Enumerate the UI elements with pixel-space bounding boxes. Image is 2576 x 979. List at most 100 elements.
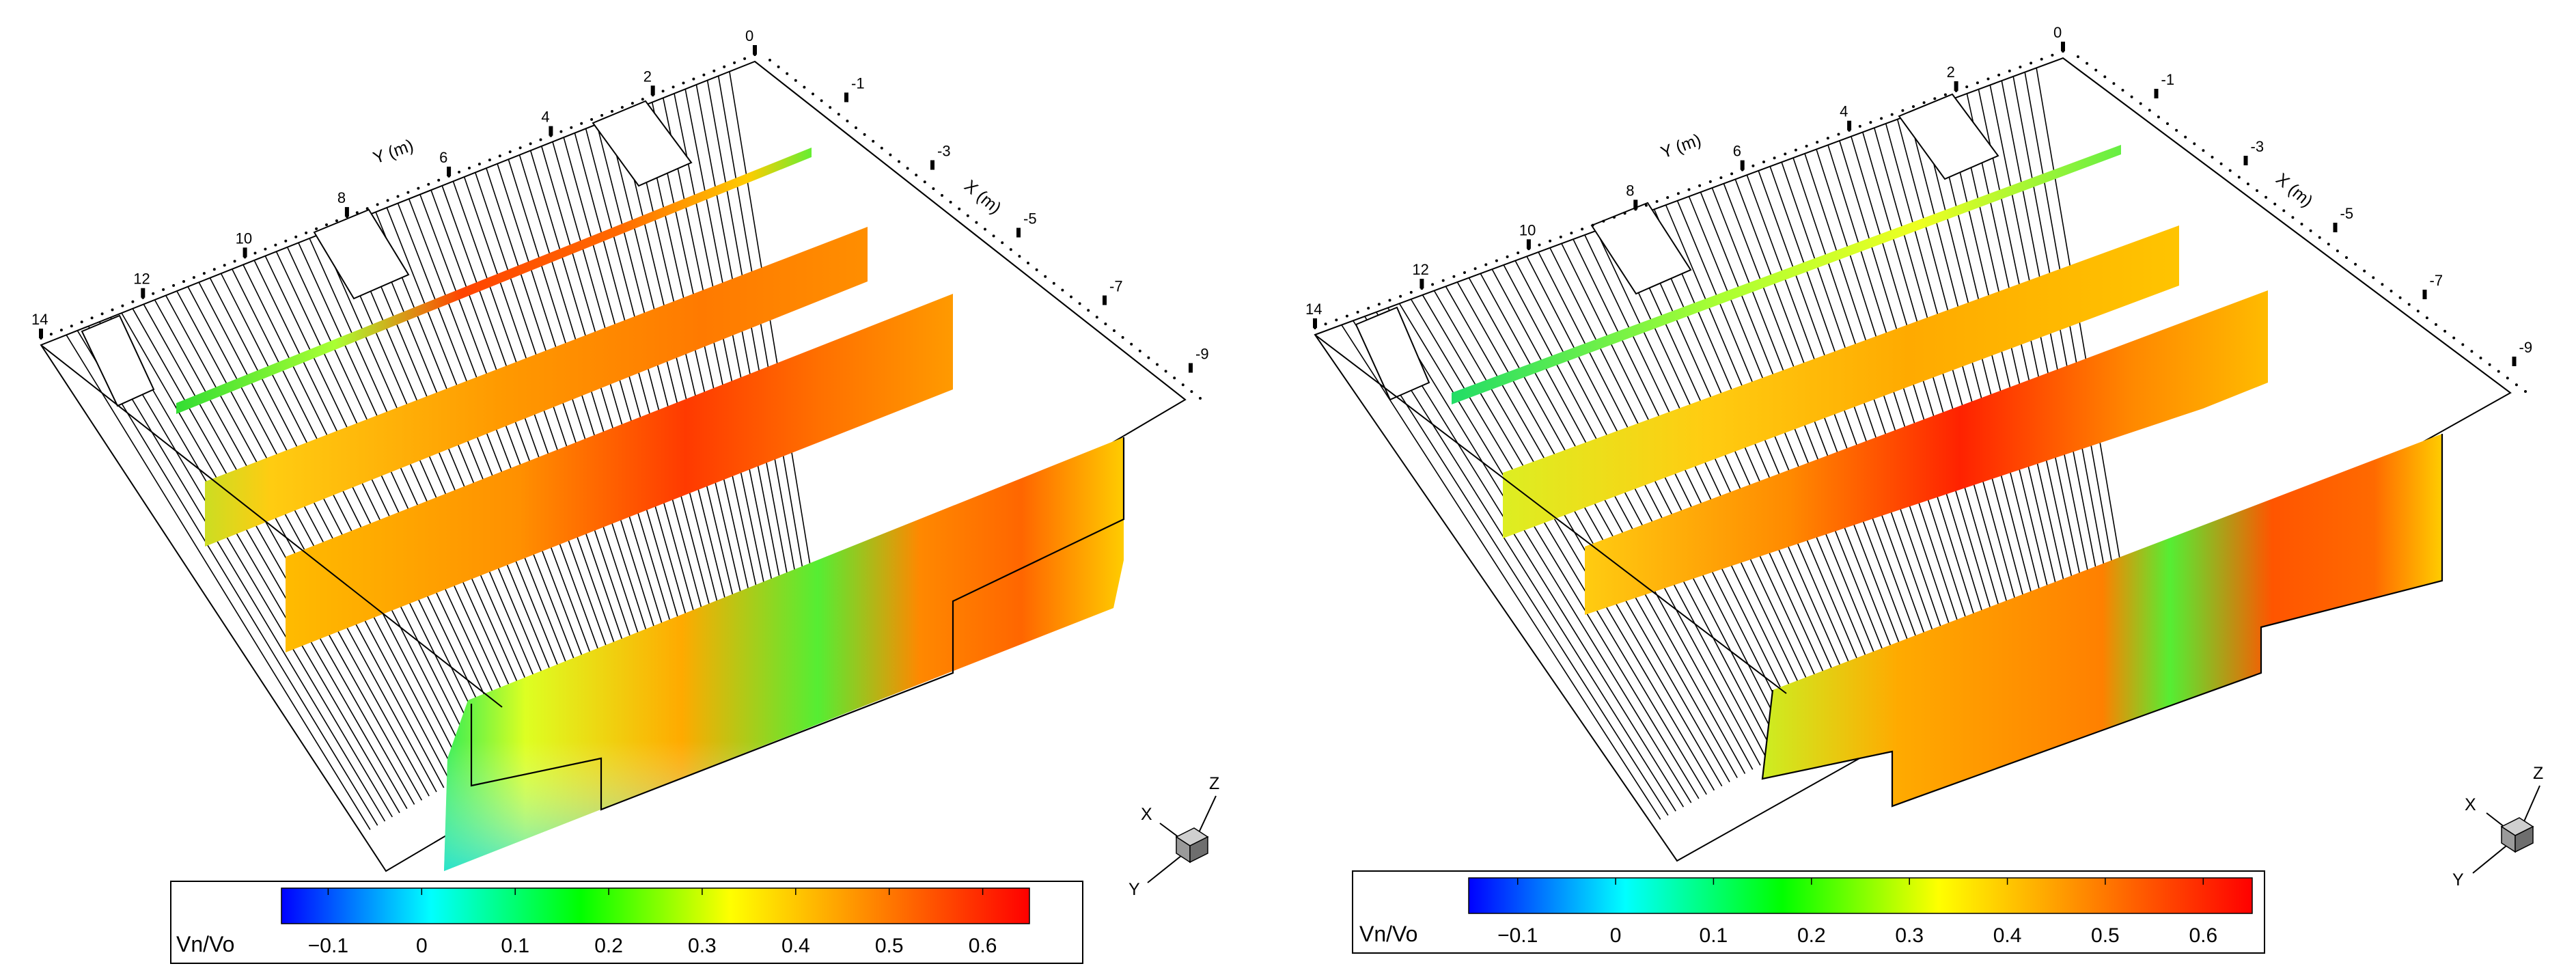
y-minor-tick [2008, 69, 2011, 72]
x-minor-tick [975, 221, 978, 224]
y-major-tick [243, 247, 247, 258]
y-major-tick [1740, 160, 1745, 170]
colorbar-tick-label: 0.4 [781, 935, 810, 957]
y-minor-tick [264, 247, 267, 251]
grid-stripe [165, 295, 437, 792]
y-minor-tick [1591, 223, 1594, 227]
x-minor-tick [966, 214, 969, 217]
grid-stripe [563, 137, 702, 642]
x-minor-tick [880, 146, 883, 150]
colorbar-gradient [1468, 877, 2253, 914]
grid-stripe [529, 150, 680, 654]
grid-stripe [585, 128, 717, 633]
y-minor-tick [1784, 152, 1787, 156]
triad-x-label: X [2465, 795, 2476, 814]
y-major-tick [753, 45, 757, 55]
y-tick-label: 0 [2053, 24, 2062, 41]
contour-plane-1 [176, 148, 812, 414]
y-minor-tick [1538, 243, 1541, 247]
colorbar-tick-label: −0.1 [1497, 924, 1538, 947]
grid-stripe [1734, 179, 1922, 678]
y-minor-tick [1816, 141, 1819, 144]
grid-stripe [1920, 110, 2046, 612]
grid-stripe [342, 225, 555, 726]
colorbar-title: Vn/Vo [176, 932, 234, 956]
contour-plane-2 [1503, 225, 2179, 538]
y-minor-tick [1377, 303, 1381, 306]
y-minor-tick [427, 182, 430, 186]
panel-left: 0 2 4 6 8 10 12 14 Y (m) -1 -3 -5 -7 -9 X (m) Z X Y… [31, 27, 1219, 964]
grid-stripe [1885, 123, 2023, 624]
x-tick-label: -5 [1023, 210, 1037, 227]
x-minor-tick [1138, 349, 1141, 353]
triad-y-label: Y [2452, 870, 2464, 890]
grid-stripe [286, 247, 518, 746]
y-minor-tick [1794, 148, 1797, 152]
x-minor-tick [2193, 142, 2196, 146]
x-minor-tick [2309, 229, 2312, 232]
opening [592, 100, 693, 187]
x-minor-tick [2345, 256, 2348, 259]
y-minor-tick [1409, 290, 1413, 294]
y-minor-tick [1933, 97, 1937, 100]
opening [313, 208, 410, 300]
x-major-tick [930, 160, 934, 170]
y-minor-tick [1666, 196, 1670, 199]
y-minor-tick [152, 292, 155, 295]
colorbar-tick-label: 0 [1610, 924, 1622, 947]
y-minor-tick [1730, 172, 1734, 176]
y-minor-tick [1623, 212, 1626, 215]
contour-plane-4 [1762, 434, 2442, 806]
grid-stripe [706, 80, 799, 587]
x-minor-tick [1044, 275, 1047, 278]
grid-stripe [1456, 281, 1738, 778]
grid-stripe [1468, 277, 1746, 774]
x-minor-tick [2175, 128, 2178, 132]
x-minor-tick [812, 92, 814, 96]
x-minor-tick [898, 160, 900, 163]
y-minor-tick [274, 243, 277, 247]
y-minor-tick [631, 102, 634, 105]
grid-stripe [1862, 132, 2007, 633]
x-minor-tick [2398, 296, 2402, 299]
x-minor-tick [1121, 335, 1124, 339]
y-minor-tick [1441, 279, 1445, 282]
colorbar-gradient [281, 887, 1030, 924]
x-axis-title: X (m) [960, 176, 1005, 218]
y-minor-tick [1516, 251, 1520, 255]
y-minor-tick [723, 65, 726, 68]
grid-stripe [729, 71, 813, 578]
grid-stripe [430, 189, 614, 691]
x-minor-tick [2265, 195, 2268, 199]
room-edge [1314, 334, 1787, 694]
grid-stripe [209, 277, 467, 775]
y-minor-tick [1751, 164, 1755, 167]
x-minor-tick [1070, 295, 1072, 299]
y-minor-tick [1356, 310, 1359, 314]
contour-plane-2 [205, 227, 868, 547]
y-minor-tick [2030, 61, 2033, 65]
x-minor-tick [1173, 376, 1176, 380]
y-minor-tick [335, 219, 338, 223]
y-minor-tick [162, 288, 165, 291]
grid-stripe [275, 251, 511, 751]
x-major-tick [844, 92, 848, 102]
x-tick-label: -3 [2251, 138, 2265, 155]
y-minor-tick [529, 142, 532, 146]
grid-stripe [674, 93, 776, 599]
plane-edge [1761, 434, 2443, 808]
x-minor-tick [2390, 290, 2393, 292]
y-minor-tick [233, 260, 236, 263]
grid-stripe [518, 154, 673, 658]
y-tick-label: 10 [236, 230, 252, 247]
grid-stripe [1561, 243, 1808, 741]
grid-stripe [1665, 204, 1876, 704]
x-minor-tick [777, 65, 780, 68]
x-minor-tick [2094, 68, 2098, 72]
y-minor-tick [223, 264, 226, 267]
y-minor-tick [1549, 239, 1552, 243]
grid-stripe [684, 89, 784, 595]
y-minor-tick [1997, 73, 2001, 77]
x-minor-tick [2443, 329, 2447, 333]
x-minor-tick [2166, 122, 2169, 125]
